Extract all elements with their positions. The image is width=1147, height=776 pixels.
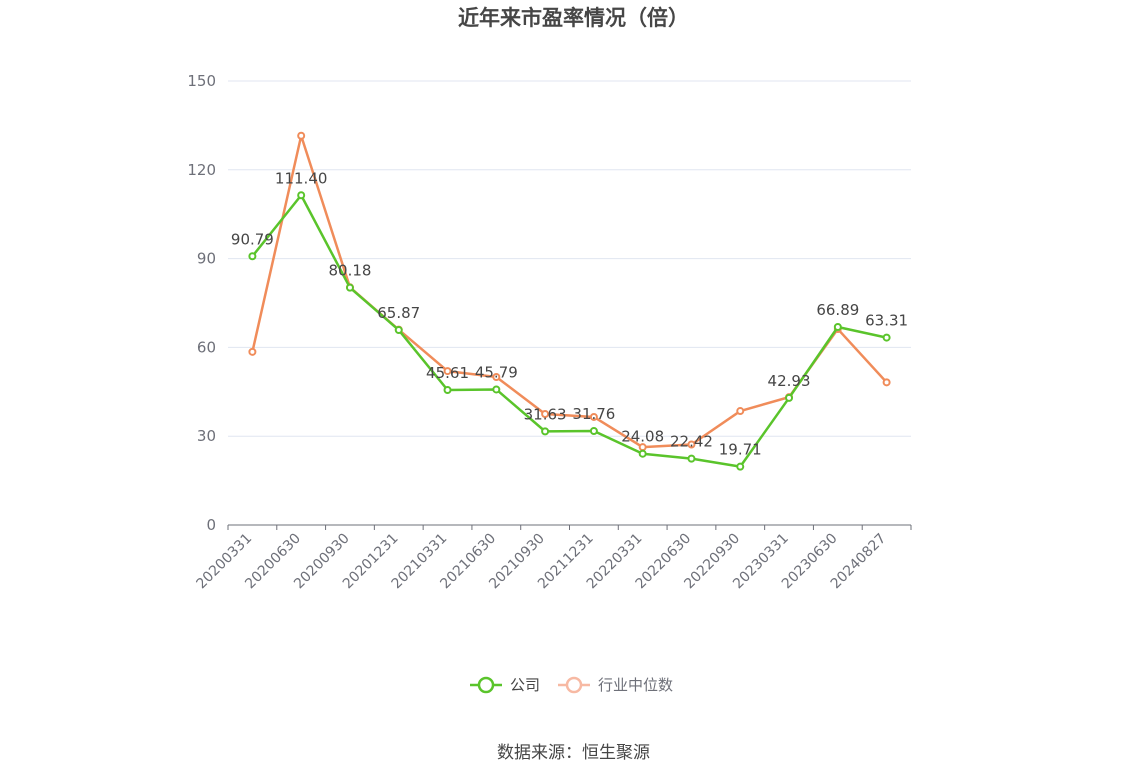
- data-label: 66.89: [816, 301, 859, 319]
- y-tick-label: 150: [187, 72, 216, 90]
- data-label: 31.63: [524, 405, 567, 423]
- data-point: [541, 410, 550, 418]
- data-label: 80.18: [328, 262, 371, 280]
- data-point: [833, 323, 842, 332]
- data-source-note: 数据来源：恒生聚源: [497, 743, 650, 763]
- data-label: 65.87: [377, 304, 420, 322]
- data-point: [541, 427, 550, 436]
- y-tick-label: 60: [197, 338, 216, 356]
- data-point: [394, 326, 403, 335]
- data-point: [345, 283, 354, 292]
- legend: 公司 行业中位数: [470, 676, 673, 694]
- data-label: 45.79: [475, 363, 518, 381]
- data-point: [882, 333, 891, 342]
- data-point: [492, 373, 501, 381]
- data-point: [882, 378, 891, 387]
- data-point: [248, 252, 257, 261]
- x-axis: 2020033120200630202009302020123120210331…: [194, 524, 912, 592]
- legend-marker: [477, 676, 495, 694]
- data-point: [687, 440, 696, 449]
- data-label: 90.79: [231, 230, 274, 248]
- data-label: 45.61: [426, 364, 469, 382]
- data-point: [736, 462, 745, 471]
- data-point: [492, 385, 501, 394]
- legend-marker: [565, 676, 583, 694]
- data-point: [443, 385, 452, 394]
- data-point: [297, 131, 306, 140]
- data-label: 19.71: [719, 441, 762, 459]
- data-label: 42.93: [768, 372, 811, 390]
- data-point: [297, 191, 306, 200]
- data-label: 22.42: [670, 433, 713, 451]
- data-point: [589, 412, 598, 421]
- data-label: 31.76: [572, 405, 615, 423]
- legend-label: 行业中位数: [598, 676, 673, 694]
- y-tick-label: 120: [187, 161, 216, 179]
- legend-label: 公司: [510, 676, 540, 694]
- data-label: 24.08: [621, 428, 664, 446]
- data-point: [736, 407, 745, 416]
- y-tick-label: 30: [197, 427, 216, 445]
- data-point: [638, 449, 647, 458]
- chart-title: 近年来市盈率情况（倍）: [458, 6, 689, 30]
- series-layer: [248, 131, 891, 471]
- data-point: [687, 454, 696, 463]
- data-point: [443, 367, 452, 376]
- data-label: 63.31: [865, 312, 908, 330]
- data-point: [589, 426, 598, 435]
- y-axis-ticks: 0 30 60 90 120 150: [187, 72, 216, 534]
- data-point: [785, 393, 794, 402]
- y-tick-label: 90: [197, 250, 216, 268]
- y-tick-label: 0: [206, 516, 216, 534]
- legend-item: 行业中位数: [558, 676, 673, 694]
- data-labels: 90.79 111.40 80.18 65.87 45.61 45.79 31.63 31.7…: [231, 169, 908, 458]
- data-label: 111.40: [275, 169, 328, 187]
- legend-item: 公司: [470, 676, 540, 694]
- data-point: [248, 347, 257, 356]
- series-line: [251, 194, 887, 468]
